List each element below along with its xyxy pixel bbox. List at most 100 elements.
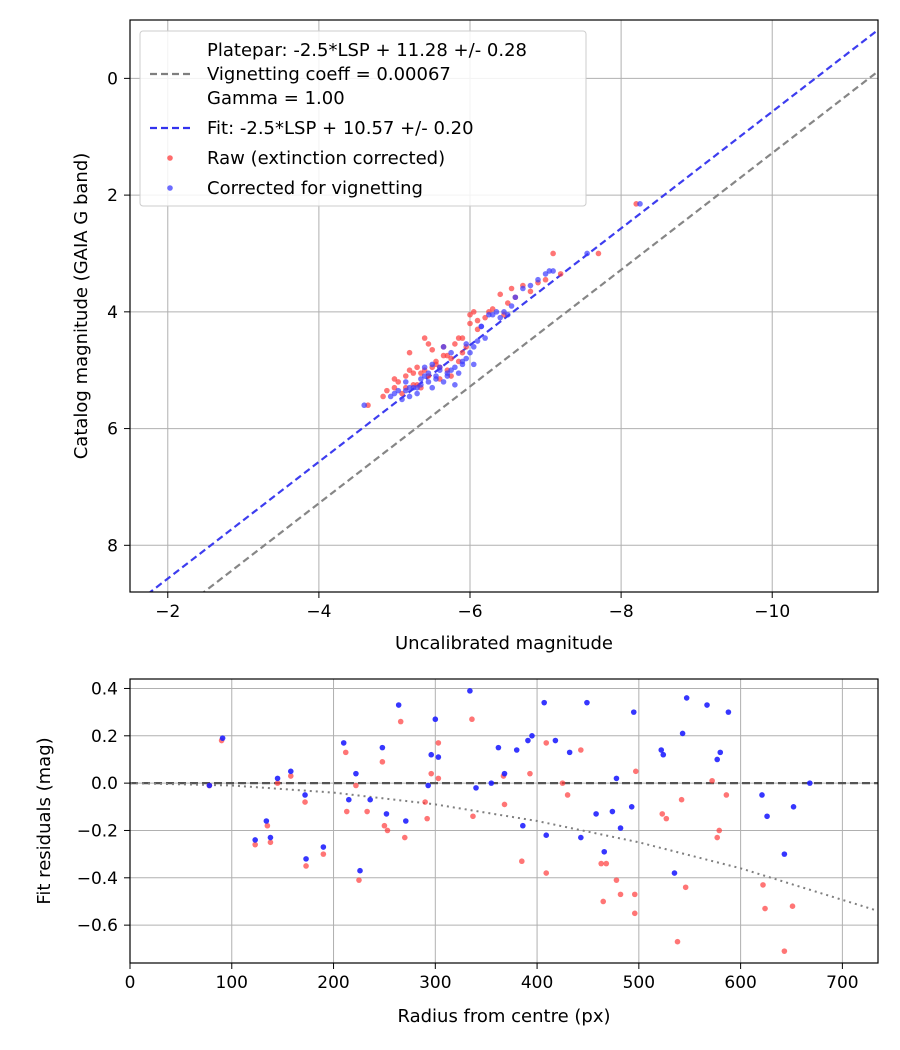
corrected-point — [459, 358, 466, 365]
corrected-point — [421, 364, 428, 371]
corrected-point — [402, 387, 409, 394]
raw-residual-point — [617, 891, 624, 898]
corrected-point — [637, 201, 643, 207]
raw-point — [557, 271, 564, 277]
legend-corrected-label: Corrected for vignetting — [207, 178, 423, 199]
legend-raw-label: Raw (extinction corrected) — [207, 148, 445, 169]
corrected-residual-point — [302, 792, 308, 798]
bottom-x-tick-label: 600 — [724, 973, 756, 993]
raw-residual-point — [397, 718, 404, 725]
raw-residual-point — [603, 860, 610, 867]
top-plot: −2 −4 −6 −8 −10 0 2 4 6 8 Uncalibrated magnitude… — [71, 19, 879, 654]
raw-point — [452, 341, 458, 347]
corrected-point — [463, 341, 470, 347]
bottom-plot-frame — [129, 678, 879, 964]
corrected-residual-point — [671, 870, 678, 876]
raw-residual-point — [682, 884, 689, 891]
corrected-residual-point — [395, 702, 402, 708]
corrected-point — [584, 250, 590, 257]
fit-line-platepar — [202, 70, 878, 592]
top-x-tick-label: −2 — [155, 602, 180, 622]
corrected-residual-point — [219, 735, 226, 741]
raw-residual-point — [469, 716, 475, 723]
raw-residual-point — [559, 780, 566, 786]
raw-point — [406, 367, 413, 374]
corrected-point — [501, 309, 507, 315]
raw-residual-point — [519, 858, 525, 865]
corrected-residual-point — [543, 832, 550, 838]
legend-platepar-label: Platepar: -2.5*LSP + 11.28 +/- 0.28 Vign… — [207, 40, 533, 109]
raw-point — [425, 341, 432, 347]
legend-corrected-swatch — [167, 185, 173, 191]
raw-residual-point — [353, 782, 359, 789]
raw-residual-point — [527, 770, 533, 777]
raw-point — [470, 309, 477, 315]
corrected-residual-point — [274, 775, 281, 782]
corrected-residual-point — [435, 754, 442, 760]
corrected-residual-point — [367, 796, 373, 803]
corrected-residual-point — [303, 856, 309, 862]
corrected-residual-point — [630, 709, 637, 715]
bottom-plot: 0 100 200 300 400 500 600 700 0.4 0.2 0.0 −0.2 −0.4… — [34, 678, 879, 1027]
corrected-point — [406, 393, 413, 400]
raw-residual-point — [401, 834, 408, 841]
raw-residual-point — [303, 863, 309, 869]
bottom-reference-lines — [130, 782, 878, 912]
raw-point — [527, 288, 534, 295]
corrected-point — [535, 276, 541, 283]
raw-residual-point — [678, 796, 685, 803]
raw-residual-point — [274, 780, 281, 786]
corrected-point — [455, 370, 462, 376]
corrected-residual-point — [432, 716, 439, 723]
top-x-tick-label: −8 — [609, 602, 634, 622]
corrected-residual-point — [660, 751, 667, 758]
corrected-residual-point — [529, 733, 535, 739]
raw-point — [467, 320, 473, 327]
bottom-y-tick-label: −0.6 — [77, 916, 118, 936]
raw-point — [402, 373, 409, 379]
corrected-residual-point — [584, 699, 590, 706]
corrected-point — [452, 381, 458, 388]
corrected-point — [470, 361, 477, 368]
corrected-point — [440, 379, 447, 385]
corrected-residual-point — [520, 822, 526, 829]
corrected-residual-point — [488, 780, 495, 786]
corrected-residual-point — [353, 770, 359, 777]
corrected-point — [406, 384, 413, 391]
corrected-point — [508, 303, 515, 309]
raw-residual-point — [422, 799, 428, 805]
raw-residual-point — [356, 877, 362, 883]
corrected-point — [421, 373, 428, 379]
fit-line-fit — [148, 29, 878, 592]
top-legend: Platepar: -2.5*LSP + 11.28 +/- 0.28 Vign… — [139, 30, 587, 207]
corrected-point — [463, 355, 470, 362]
raw-residual-point — [381, 822, 388, 829]
corrected-point — [448, 349, 454, 356]
corrected-point — [482, 335, 488, 341]
corrected-residual-point — [609, 808, 616, 815]
corrected-residual-point — [759, 792, 765, 798]
top-y-tick-label: 4 — [107, 303, 118, 323]
corrected-residual-point — [714, 756, 721, 763]
corrected-residual-point — [807, 780, 813, 786]
corrected-residual-point — [340, 740, 347, 746]
raw-point — [497, 291, 504, 298]
corrected-residual-point — [267, 834, 274, 841]
corrected-residual-point — [725, 709, 732, 715]
top-y-axis-label: Catalog magnitude (GAIA G band) — [71, 153, 92, 460]
raw-residual-point — [760, 882, 766, 888]
corrected-point — [520, 285, 526, 292]
corrected-point — [470, 344, 477, 350]
corrected-point — [486, 311, 492, 318]
raw-residual-point — [674, 938, 681, 945]
corrected-point — [550, 268, 556, 274]
corrected-point — [425, 370, 432, 376]
corrected-residual-point — [425, 782, 431, 789]
bottom-y-tick-label: 0.4 — [91, 679, 118, 699]
raw-point — [440, 352, 447, 359]
top-x-axis-label: Uncalibrated magnitude — [395, 633, 613, 654]
corrected-point — [387, 393, 394, 400]
raw-point — [421, 335, 428, 341]
top-y-tick-label: 0 — [107, 69, 118, 89]
